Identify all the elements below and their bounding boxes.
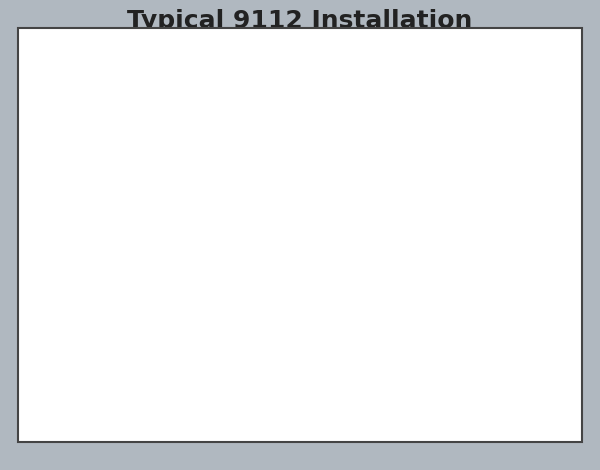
Circle shape xyxy=(28,239,40,252)
Circle shape xyxy=(557,131,570,143)
FancyBboxPatch shape xyxy=(378,333,404,372)
Text: On
Auto
Off: On Auto Off xyxy=(415,163,437,201)
Circle shape xyxy=(28,203,40,216)
Text: 9112: 9112 xyxy=(186,194,214,204)
Circle shape xyxy=(557,239,570,252)
Text: Contura
Switch: Contura Switch xyxy=(394,138,436,161)
Circle shape xyxy=(269,290,278,298)
Bar xyxy=(68,270,185,341)
Text: +: + xyxy=(157,128,167,141)
Bar xyxy=(358,157,366,171)
Bar xyxy=(351,151,372,196)
Bar xyxy=(217,160,251,187)
Circle shape xyxy=(218,156,227,166)
Circle shape xyxy=(325,204,334,212)
Circle shape xyxy=(416,204,425,212)
Text: ─: ─ xyxy=(86,133,92,142)
Text: Typical 9112 Installation: Typical 9112 Installation xyxy=(127,8,473,32)
Text: +: + xyxy=(154,276,165,290)
Text: ─: ─ xyxy=(86,274,92,283)
Text: +: + xyxy=(157,269,167,282)
Bar xyxy=(23,106,45,270)
Text: +: + xyxy=(154,135,165,149)
Bar xyxy=(379,297,403,338)
Circle shape xyxy=(28,167,40,180)
FancyBboxPatch shape xyxy=(356,247,427,303)
Text: 9112: 9112 xyxy=(224,173,244,179)
Circle shape xyxy=(28,131,40,143)
Circle shape xyxy=(416,237,425,245)
Circle shape xyxy=(260,281,286,307)
Bar xyxy=(553,106,575,270)
Circle shape xyxy=(206,145,263,202)
Text: ENGINE 1: ENGINE 1 xyxy=(365,270,416,280)
Circle shape xyxy=(253,273,294,314)
Circle shape xyxy=(241,156,251,166)
Text: ─: ─ xyxy=(86,278,92,288)
Text: ─: ─ xyxy=(82,130,89,140)
Circle shape xyxy=(229,203,240,214)
Bar xyxy=(224,198,245,219)
Circle shape xyxy=(557,203,570,216)
Ellipse shape xyxy=(378,365,404,376)
Text: ─: ─ xyxy=(86,137,92,147)
Bar xyxy=(68,129,185,200)
Bar xyxy=(401,297,415,329)
Circle shape xyxy=(270,258,277,265)
Text: ─: ─ xyxy=(82,271,89,281)
Circle shape xyxy=(557,167,570,180)
Circle shape xyxy=(208,258,215,265)
